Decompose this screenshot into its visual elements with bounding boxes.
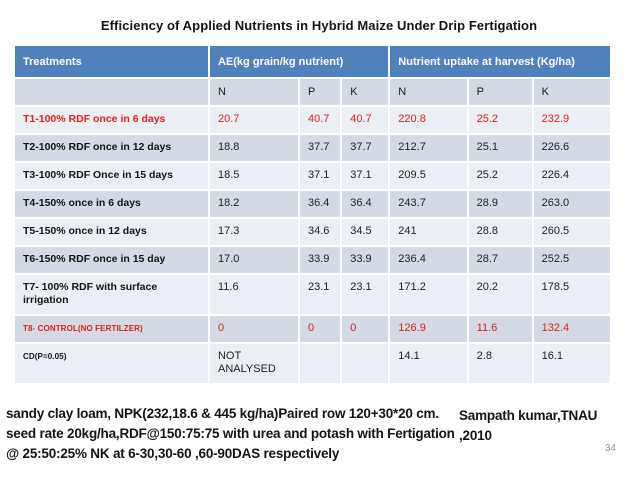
treatment-label: T3-100% RDF Once in 15 days (15, 163, 208, 189)
value-cell: 252.5 (533, 247, 610, 273)
value-cell: 0 (342, 316, 389, 342)
value-cell: 263.0 (533, 191, 610, 217)
value-cell: 126.9 (390, 316, 467, 342)
value-cell: 17.0 (209, 247, 299, 273)
value-cell: 40.7 (342, 107, 389, 133)
header-treatments: Treatments (15, 46, 208, 77)
header-uptake-group: Nutrient uptake at harvest (Kg/ha) (390, 46, 610, 77)
nutrients-table-container: Treatments AE(kg grain/kg nutrient) Nutr… (13, 44, 612, 385)
value-cell: 25.2 (468, 107, 532, 133)
value-cell: 37.7 (342, 135, 389, 161)
attribution-line2: ,2010 (459, 428, 492, 443)
treatment-label: T6-150% RDF once in 15 day (15, 247, 208, 273)
value-cell: 220.8 (390, 107, 467, 133)
table-row: T8- CONTROL(NO FERTILZER) 0 0 0 126.9 11.6 132… (15, 316, 610, 342)
value-cell: 226.4 (533, 163, 610, 189)
value-cell: 36.4 (342, 191, 389, 217)
table-row: T7- 100% RDF with surface irrigation 11.6… (15, 275, 610, 314)
value-cell: 18.5 (209, 163, 299, 189)
value-cell: 132.4 (533, 316, 610, 342)
value-cell: 171.2 (390, 275, 467, 314)
value-cell: 2.8 (468, 344, 532, 383)
value-cell (342, 344, 389, 383)
treatment-label: CD(P=0.05) (15, 344, 208, 383)
treatment-label: T4-150% once in 6 days (15, 191, 208, 217)
value-cell: NOT ANALYSED (209, 344, 299, 383)
value-cell: 18.8 (209, 135, 299, 161)
value-cell: 40.7 (300, 107, 341, 133)
value-cell: 25.1 (468, 135, 532, 161)
value-cell: 33.9 (342, 247, 389, 273)
treatment-label: T5-150% once in 12 days (15, 219, 208, 245)
table-row: T5-150% once in 12 days 17.3 34.6 34.5 241 28… (15, 219, 610, 245)
treatment-label: T8- CONTROL(NO FERTILZER) (15, 316, 208, 342)
treatment-label: T2-100% RDF once in 12 days (15, 135, 208, 161)
subheader-ae-n: N (209, 79, 299, 105)
value-cell: 34.6 (300, 219, 341, 245)
value-cell (300, 344, 341, 383)
value-cell: 36.4 (300, 191, 341, 217)
value-cell: 0 (300, 316, 341, 342)
treatment-label: T1-100% RDF once in 6 days (15, 107, 208, 133)
treatment-label: T7- 100% RDF with surface irrigation (15, 275, 208, 314)
nutrients-table: Treatments AE(kg grain/kg nutrient) Nutr… (13, 44, 612, 385)
value-cell: 34.5 (342, 219, 389, 245)
value-cell: 178.5 (533, 275, 610, 314)
footnote-text: sandy clay loam, NPK(232,18.6 & 445 kg/h… (6, 406, 455, 461)
value-cell: 232.9 (533, 107, 610, 133)
value-cell: 23.1 (300, 275, 341, 314)
value-cell: 236.4 (390, 247, 467, 273)
value-cell: 17.3 (209, 219, 299, 245)
page-number: 34 (604, 443, 616, 454)
table-row: T6-150% RDF once in 15 day 17.0 33.9 33.9 23… (15, 247, 610, 273)
attribution: Sampath kumar,TNAU ,2010 (459, 406, 619, 446)
value-cell: 243.7 (390, 191, 467, 217)
value-cell: 23.1 (342, 275, 389, 314)
table-row: T1-100% RDF once in 6 days 20.7 40.7 40.7 22… (15, 107, 610, 133)
table-row: T2-100% RDF once in 12 days 18.8 37.7 37.7 2… (15, 135, 610, 161)
value-cell: 28.7 (468, 247, 532, 273)
table-header-row: Treatments AE(kg grain/kg nutrient) Nutr… (15, 46, 610, 77)
value-cell: 14.1 (390, 344, 467, 383)
value-cell: 37.1 (300, 163, 341, 189)
subheader-uptake-p: P (468, 79, 532, 105)
value-cell: 260.5 (533, 219, 610, 245)
value-cell: 209.5 (390, 163, 467, 189)
page-title: Efficiency of Applied Nutrients in Hybri… (100, 18, 538, 33)
value-cell: 28.9 (468, 191, 532, 217)
value-cell: 28.8 (468, 219, 532, 245)
value-cell: 18.2 (209, 191, 299, 217)
value-cell: 241 (390, 219, 467, 245)
value-cell: 11.6 (468, 316, 532, 342)
value-cell: 226.6 (533, 135, 610, 161)
subheader-empty (15, 79, 208, 105)
value-cell: 16.1 (533, 344, 610, 383)
value-cell: 25.2 (468, 163, 532, 189)
value-cell: 11.6 (209, 275, 299, 314)
subheader-ae-p: P (300, 79, 341, 105)
value-cell: 0 (209, 316, 299, 342)
value-cell: 37.1 (342, 163, 389, 189)
table-subheader-row: N P K N P K (15, 79, 610, 105)
table-row: CD(P=0.05) NOT ANALYSED 14.1 2.8 16.1 (15, 344, 610, 383)
value-cell: 212.7 (390, 135, 467, 161)
subheader-uptake-k: K (533, 79, 610, 105)
value-cell: 20.7 (209, 107, 299, 133)
subheader-ae-k: K (342, 79, 389, 105)
value-cell: 20.2 (468, 275, 532, 314)
value-cell: 33.9 (300, 247, 341, 273)
header-ae-group: AE(kg grain/kg nutrient) (209, 46, 389, 77)
subheader-uptake-n: N (390, 79, 467, 105)
table-row: T4-150% once in 6 days 18.2 36.4 36.4 243.7 2… (15, 191, 610, 217)
value-cell: 37.7 (300, 135, 341, 161)
table-row: T3-100% RDF Once in 15 days 18.5 37.1 37.1 2… (15, 163, 610, 189)
table-body: T1-100% RDF once in 6 days 20.7 40.7 40.7 22… (15, 107, 610, 383)
attribution-line1: Sampath kumar,TNAU (459, 408, 598, 423)
